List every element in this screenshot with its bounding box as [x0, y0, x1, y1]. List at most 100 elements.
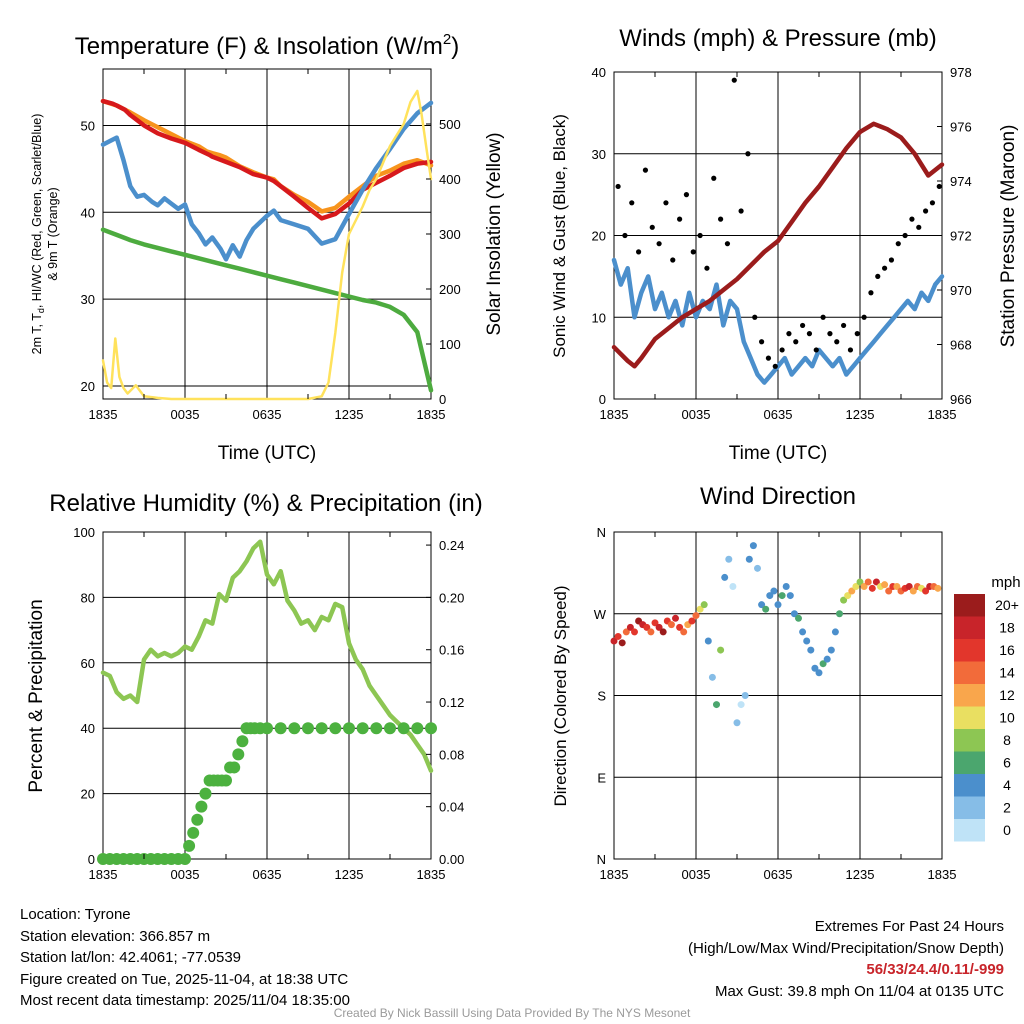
- station-latlon: Station lat/lon: 42.4061; -77.0539: [20, 949, 242, 966]
- legend-label: 12: [999, 687, 1015, 703]
- legend-label: 8: [1003, 732, 1011, 748]
- gust-point: [895, 241, 901, 247]
- gust-point: [615, 183, 621, 190]
- x-tick-label: 1235: [335, 407, 364, 422]
- direction-point: [643, 623, 651, 631]
- humidity-ticks: 1835 0035 0635 1235 18350204060801000.000.04…: [73, 525, 464, 882]
- y2-tick-label: 0.24: [439, 538, 464, 553]
- precipitation-point: [183, 839, 196, 852]
- gust-point: [745, 151, 751, 157]
- direction-point: [651, 619, 659, 627]
- station-info: Location: Tyrone Station elevation: 366.…: [20, 904, 350, 1012]
- direction-point: [692, 612, 700, 620]
- x-tick-label: 0635: [253, 407, 282, 422]
- y2-tick-label: 100: [439, 337, 461, 352]
- gust-point: [636, 249, 642, 255]
- direction-point: [655, 623, 663, 631]
- direction-point: [831, 628, 839, 636]
- pressure-line: [611, 121, 945, 369]
- y-tick-label: 40: [592, 65, 606, 80]
- gust-point: [649, 224, 655, 230]
- precipitation-point: [288, 722, 301, 735]
- gust-point: [765, 355, 772, 361]
- temperature-xlabel: Time (UTC): [218, 443, 317, 464]
- direction-point: [786, 592, 794, 600]
- direction-point: [745, 555, 753, 563]
- winddir-legend-title: mph: [991, 574, 1020, 591]
- direction-point: [868, 584, 876, 592]
- gust-point: [936, 183, 942, 190]
- x-tick-label: 1835: [89, 407, 118, 422]
- gust-point: [629, 200, 635, 206]
- x-tick-label: 0635: [253, 867, 282, 882]
- x-tick-label: 0635: [764, 407, 793, 422]
- direction-point: [614, 632, 622, 640]
- direction-point: [700, 601, 708, 609]
- legend-swatch: [954, 661, 985, 684]
- gust-point: [622, 232, 628, 239]
- x-tick-label: 1835: [417, 867, 446, 882]
- gust-point: [909, 216, 915, 222]
- y2-tick-label: 200: [439, 282, 461, 297]
- temperature-y2label: Solar Insolation (Yellow): [484, 132, 505, 335]
- winds-xlabel: Time (UTC): [729, 443, 828, 464]
- direction-point: [733, 719, 741, 727]
- winds-ticks: 1835 0035 0635 1235 183501020304096696897097…: [592, 65, 972, 422]
- legend-swatch: [954, 616, 985, 639]
- direction-point: [840, 596, 848, 604]
- y2-tick-label: 972: [950, 229, 972, 244]
- winddir-series: [610, 542, 942, 727]
- direction-point: [725, 555, 733, 563]
- direction-point: [823, 655, 831, 663]
- direction-point: [721, 573, 729, 581]
- direction-point: [741, 692, 749, 699]
- direction-point: [676, 623, 684, 631]
- gust-point: [847, 347, 854, 353]
- precipitation-point: [179, 853, 191, 865]
- precipitation-point: [343, 722, 355, 735]
- y2-tick-label: 978: [950, 65, 972, 80]
- y2-tick-label: 500: [439, 117, 461, 132]
- precipitation-point: [232, 748, 245, 761]
- extremes-subtitle: (High/Low/Max Wind/Precipitation/Snow De…: [688, 939, 1004, 957]
- y-tick-label: 20: [81, 787, 95, 802]
- direction-point: [737, 701, 745, 709]
- y-tick-label: 10: [592, 310, 606, 325]
- humidity-ylabel: Percent & Precipitation: [26, 599, 47, 792]
- extremes-title: Extremes For Past 24 Hours: [814, 918, 1004, 935]
- meteogram-figure: Temperature (F) & Insolation (W/m2) 1835…: [26, 25, 1021, 882]
- winddir-title: Wind Direction: [700, 483, 856, 510]
- winddir-panel: Wind Direction 1835 0035 0635 1235 1835NESWN…: [551, 483, 1021, 882]
- legend-swatch: [954, 706, 985, 729]
- precipitation-point: [228, 761, 241, 774]
- direction-point: [622, 628, 630, 636]
- gust-point: [902, 232, 908, 239]
- gust-point: [642, 167, 649, 173]
- direction-point: [672, 614, 679, 622]
- y-tick-label: 40: [81, 205, 95, 220]
- direction-point: [659, 628, 667, 636]
- gust-point: [793, 339, 799, 345]
- direction-point: [717, 646, 725, 654]
- humidity-title: Relative Humidity (%) & Precipitation (i…: [49, 490, 482, 517]
- y-tick-label: 0: [88, 852, 95, 867]
- humidity-grid: [102, 531, 432, 860]
- y2-tick-label: 0.08: [439, 747, 464, 762]
- gust-point: [861, 314, 867, 320]
- direction-point: [934, 584, 942, 592]
- gust-point: [916, 224, 922, 230]
- relative-humidity-line: [100, 539, 434, 773]
- x-tick-label: 0035: [171, 867, 200, 882]
- y2-tick-label: 0.00: [439, 852, 464, 867]
- gust-point: [683, 192, 690, 198]
- precipitation-point: [274, 722, 287, 735]
- legend-label: 6: [1003, 755, 1011, 771]
- direction-point: [811, 664, 819, 672]
- x-tick-label: 1235: [846, 867, 875, 882]
- gust-point: [677, 216, 683, 222]
- precipitation-point: [261, 722, 273, 735]
- direction-point: [844, 592, 852, 600]
- extremes-values: 56/33/24.4/0.11/-999: [866, 961, 1004, 978]
- wind-chill-line: [100, 100, 434, 262]
- y-tick-label: 30: [592, 147, 606, 162]
